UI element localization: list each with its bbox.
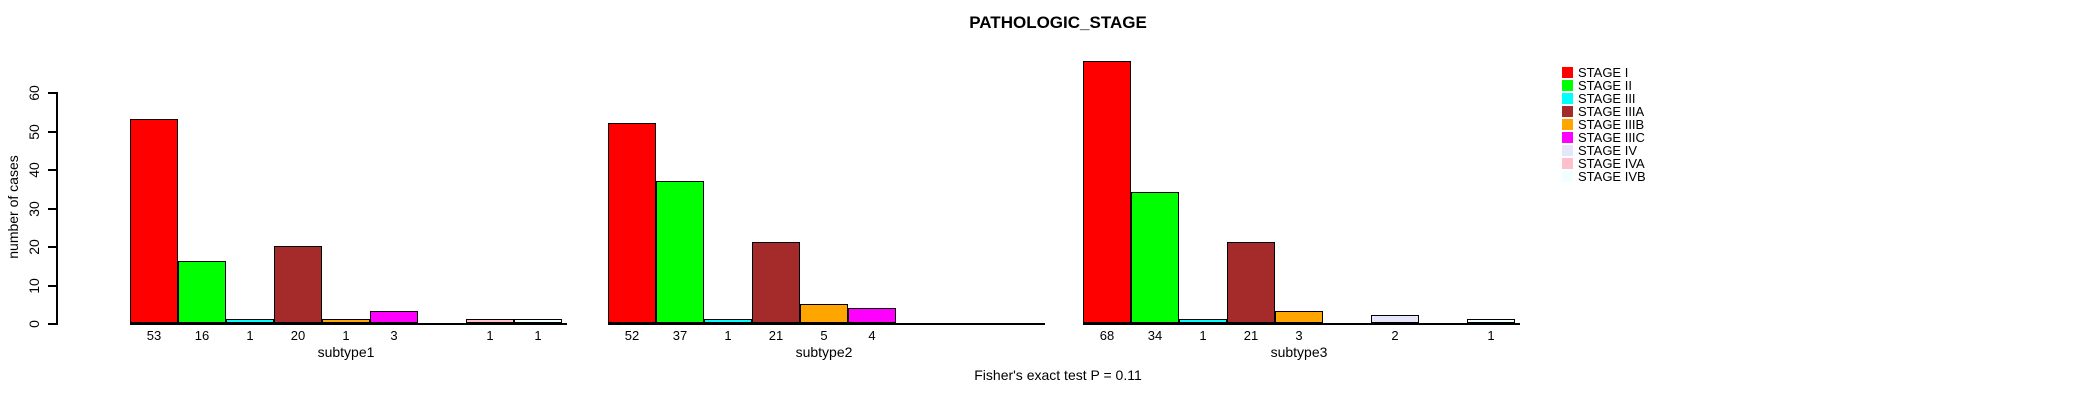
y-tick [48,285,56,287]
legend-label: STAGE II [1578,78,1632,93]
legend-label: STAGE IV [1578,143,1637,158]
bar-count-label: 1 [1487,328,1495,343]
x-axis-title-subtype3: subtype3 [1270,344,1328,360]
legend-swatch-stage-i [1562,67,1573,78]
bar-count-label: 68 [1099,328,1115,343]
bar-count-label: 1 [534,328,542,343]
bar-count-label: 1 [486,328,494,343]
legend-row: STAGE IV [1562,144,1646,157]
legend-row: STAGE IVA [1562,157,1646,170]
legend-swatch-stage-iv [1562,145,1573,156]
bar-count-label: 1 [1199,328,1207,343]
y-tick-label: 20 [26,239,42,255]
legend-row: STAGE II [1562,79,1646,92]
bar-stage-ii-subtype1 [178,261,226,323]
bar-count-label: 1 [342,328,350,343]
legend-row: STAGE IIIA [1562,105,1646,118]
bar-stage-iiia-subtype2 [752,242,800,323]
bar-stage-i-subtype3 [1083,61,1131,323]
bar-stage-ivb-subtype3 [1467,319,1515,323]
bar-count-label: 2 [1391,328,1399,343]
y-tick [48,169,56,171]
legend-label: STAGE IIIA [1578,104,1645,119]
x-axis-line [1083,323,1520,325]
legend: STAGE I STAGE II STAGE III STAGE IIIA STAGE … [1562,66,1646,183]
y-tick-label: 60 [26,85,42,101]
legend-label: STAGE IVB [1578,169,1646,184]
legend-row: STAGE IIIC [1562,131,1646,144]
bar-stage-ii-subtype3 [1131,192,1179,323]
y-tick [48,208,56,210]
bar-stage-iiia-subtype3 [1227,242,1275,323]
y-tick [48,323,56,325]
bar-count-label: 52 [624,328,640,343]
fisher-test-note: Fisher's exact test P = 0.11 [974,367,1142,383]
legend-swatch-stage-iiia [1562,106,1573,117]
bar-count-label: 1 [246,328,254,343]
bar-stage-iv-subtype3 [1371,315,1419,323]
y-tick [48,131,56,133]
legend-label: STAGE IIIC [1578,130,1645,145]
legend-swatch-stage-ivb [1562,171,1573,182]
legend-row: STAGE IIIB [1562,118,1646,131]
y-tick [48,92,56,94]
bar-count-label: 4 [868,328,876,343]
x-axis-title-subtype1: subtype1 [317,344,375,360]
legend-swatch-stage-iii [1562,93,1573,104]
legend-label: STAGE IVA [1578,156,1645,171]
bar-stage-iva-subtype1 [466,319,514,323]
bar-stage-ii-subtype2 [656,181,704,323]
y-tick-label: 50 [26,124,42,140]
bar-count-label: 21 [768,328,784,343]
bar-stage-ivb-subtype1 [514,319,562,323]
x-axis-line [608,323,1045,325]
y-axis-title: number of cases [5,155,21,259]
y-tick [48,246,56,248]
legend-label: STAGE III [1578,91,1636,106]
y-tick-label: 30 [26,201,42,217]
bar-stage-iii-subtype1 [226,319,274,323]
legend-row: STAGE I [1562,66,1646,79]
bar-stage-iiib-subtype2 [800,304,848,323]
bar-count-label: 37 [672,328,688,343]
legend-swatch-stage-iiic [1562,132,1573,143]
bar-stage-iiib-subtype1 [322,319,370,323]
y-tick-label: 0 [26,320,42,328]
chart-title: PATHOLOGIC_STAGE [969,13,1147,32]
bar-stage-iii-subtype2 [704,319,752,323]
legend-swatch-stage-iiib [1562,119,1573,130]
legend-label: STAGE I [1578,65,1629,80]
y-tick-label: 40 [26,162,42,178]
bar-count-label: 21 [1243,328,1259,343]
bar-stage-iii-subtype3 [1179,319,1227,323]
y-tick-label: 10 [26,278,42,294]
bar-stage-iiib-subtype3 [1275,311,1323,323]
bar-count-label: 3 [1295,328,1303,343]
x-axis-line [130,323,567,325]
bar-stage-iiia-subtype1 [274,246,322,323]
legend-row: STAGE IVB [1562,170,1646,183]
bar-stage-iiic-subtype2 [848,308,896,323]
bar-count-label: 34 [1147,328,1163,343]
bar-count-label: 53 [146,328,162,343]
bar-count-label: 16 [194,328,210,343]
bar-stage-i-subtype1 [130,119,178,323]
legend-swatch-stage-ii [1562,80,1573,91]
legend-label: STAGE IIIB [1578,117,1645,132]
legend-swatch-stage-iva [1562,158,1573,169]
bar-count-label: 1 [724,328,732,343]
legend-row: STAGE III [1562,92,1646,105]
y-axis-line [56,92,58,325]
x-axis-title-subtype2: subtype2 [795,344,853,360]
bar-stage-iiic-subtype1 [370,311,418,323]
bar-count-label: 20 [290,328,306,343]
bar-count-label: 5 [820,328,828,343]
bar-count-label: 3 [390,328,398,343]
bar-stage-i-subtype2 [608,123,656,323]
